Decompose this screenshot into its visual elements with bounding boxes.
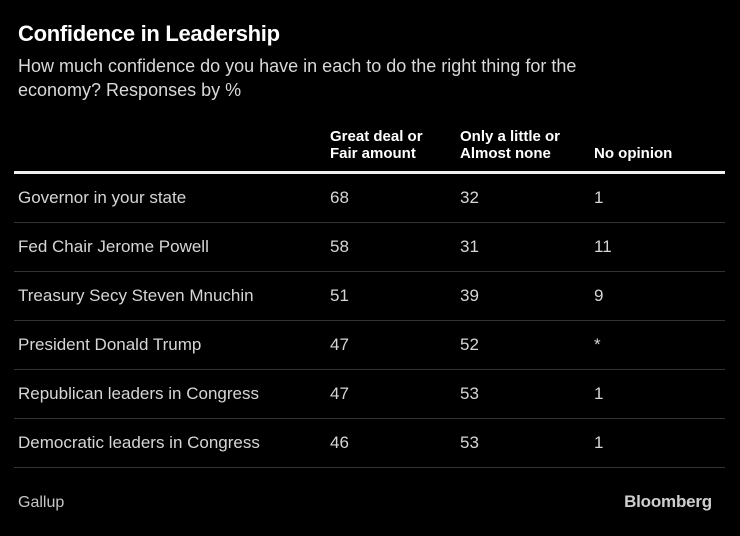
chart-subtitle: How much confidence do you have in each … [18, 56, 577, 100]
value-cell: 68 [326, 172, 456, 223]
bloomberg-logo: Bloomberg [624, 492, 712, 511]
table-row: Treasury Secy Steven Mnuchin 51 39 9 [14, 271, 725, 321]
value-cell: 1 [590, 172, 725, 223]
source-label: Gallup [18, 494, 65, 511]
value-cell: 47 [326, 320, 456, 370]
value-cell: 53 [456, 418, 590, 468]
col-header-blank [14, 128, 326, 174]
table-row: Governor in your state 68 32 1 [14, 172, 725, 223]
table-row: Republican leaders in Congress 47 53 1 [14, 369, 725, 419]
value-cell: 51 [326, 271, 456, 321]
value-cell: 11 [590, 222, 725, 272]
row-label: Republican leaders in Congress [14, 369, 326, 419]
row-label: Governor in your state [14, 172, 326, 223]
table-row: Fed Chair Jerome Powell 58 31 11 [14, 222, 725, 272]
confidence-table: Great deal or Fair amount Only a little … [14, 128, 725, 468]
chart-header: Confidence in Leadership How much confid… [0, 0, 740, 102]
value-cell: 58 [326, 222, 456, 272]
row-label: Democratic leaders in Congress [14, 418, 326, 468]
table-row: President Donald Trump 47 52 * [14, 320, 725, 370]
value-cell: 9 [590, 271, 725, 321]
value-cell: 52 [456, 320, 590, 370]
value-cell: 1 [590, 369, 725, 419]
row-label: President Donald Trump [14, 320, 326, 370]
table-header-row: Great deal or Fair amount Only a little … [14, 128, 725, 174]
value-cell: 31 [456, 222, 590, 272]
value-cell: 39 [456, 271, 590, 321]
col-header-no-opinion: No opinion [590, 128, 725, 174]
row-label: Fed Chair Jerome Powell [14, 222, 326, 272]
value-cell: 47 [326, 369, 456, 419]
col-header-only-little: Only a little or Almost none [456, 128, 590, 174]
table-row: Democratic leaders in Congress 46 53 1 [14, 418, 725, 468]
chart-footer: Gallup Bloomberg [18, 468, 712, 512]
value-cell: * [590, 320, 725, 370]
value-cell: 32 [456, 172, 590, 223]
col-header-great-deal: Great deal or Fair amount [326, 128, 456, 174]
value-cell: 53 [456, 369, 590, 419]
value-cell: 46 [326, 418, 456, 468]
value-cell: 1 [590, 418, 725, 468]
row-label: Treasury Secy Steven Mnuchin [14, 271, 326, 321]
page-title: Confidence in Leadership [18, 21, 280, 46]
table-container: Great deal or Fair amount Only a little … [14, 128, 725, 468]
